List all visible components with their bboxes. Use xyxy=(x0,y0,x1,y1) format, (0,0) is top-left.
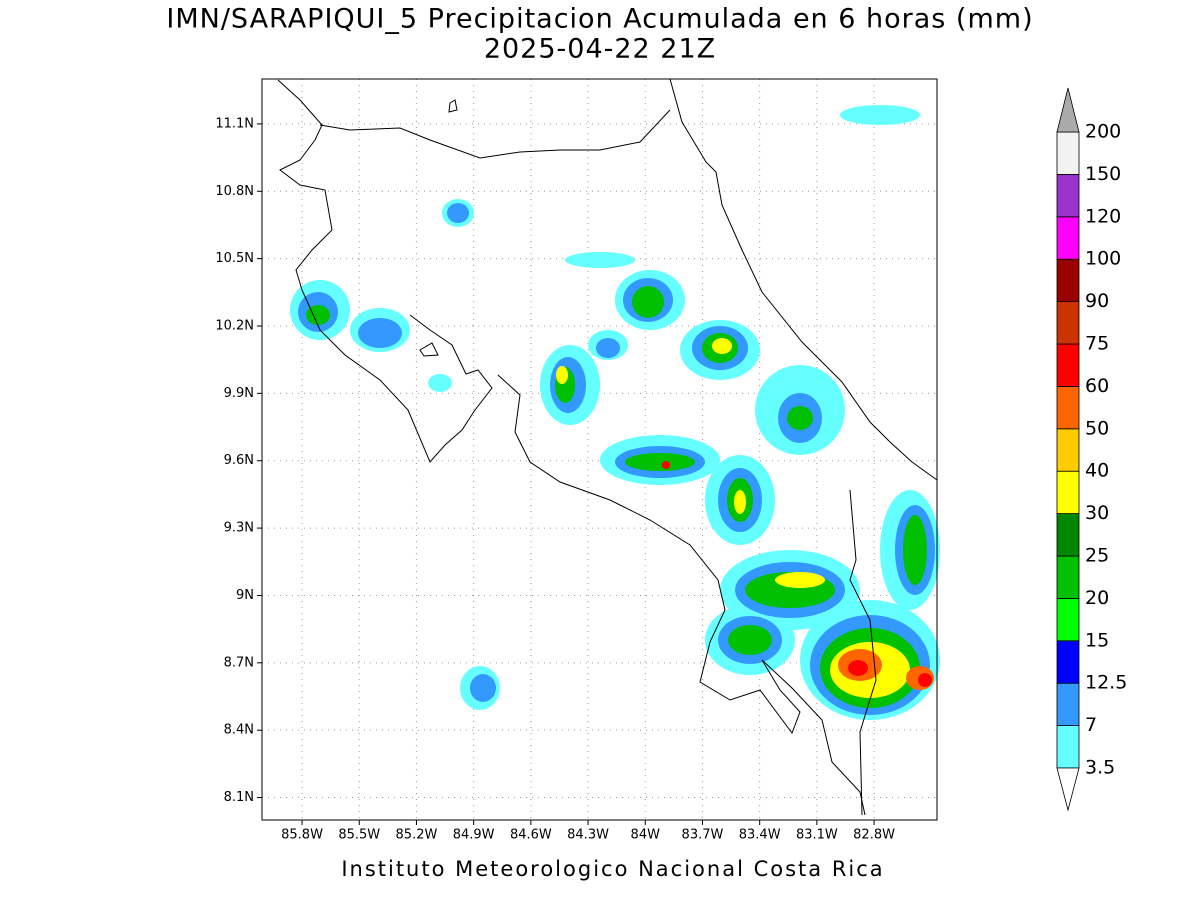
lat-tick-label: 9.3N xyxy=(224,521,254,536)
lon-tick-label: 83.1W xyxy=(796,828,838,843)
lon-tick-label: 84.3W xyxy=(567,828,609,843)
colorbar-label: 120 xyxy=(1085,205,1121,227)
colorbar-label: 3.5 xyxy=(1085,757,1115,779)
lat-tick-label: 10.5N xyxy=(215,251,254,266)
colorbar-label: 7 xyxy=(1085,714,1097,736)
colorbar-label: 200 xyxy=(1085,121,1121,143)
lat-tick-label: 9.6N xyxy=(224,453,254,468)
colorbar-box xyxy=(1056,343,1080,387)
lat-tick-label: 10.2N xyxy=(215,319,254,334)
lat-tick-label: 8.4N xyxy=(224,723,254,738)
credit: Instituto Meteorologico Nacional Costa R… xyxy=(341,857,884,881)
lat-tick-label: 9N xyxy=(236,588,254,603)
colorbar-box xyxy=(1056,513,1080,557)
lon-tick-label: 84.6W xyxy=(510,828,552,843)
lon-tick-label: 82.8W xyxy=(853,828,895,843)
colorbar-box xyxy=(1056,301,1080,345)
lon-tick-label: 85.2W xyxy=(396,828,438,843)
colorbar-label: 150 xyxy=(1085,163,1121,185)
colorbar-box xyxy=(1056,598,1080,642)
lon-tick-label: 85.8W xyxy=(281,828,323,843)
colorbar-label: 60 xyxy=(1085,375,1109,397)
lon-tick-label: 84W xyxy=(631,828,661,843)
lat-tick-label: 8.1N xyxy=(224,790,254,805)
colorbar-under xyxy=(1056,767,1080,812)
lat-tick-label: 9.9N xyxy=(224,386,254,401)
lat-tick-label: 8.7N xyxy=(224,655,254,670)
lat-tick-label: 10.8N xyxy=(215,184,254,199)
colorbar-label: 40 xyxy=(1085,460,1109,482)
colorbar-label: 20 xyxy=(1085,587,1109,609)
colorbar-label: 90 xyxy=(1085,290,1109,312)
colorbar-label: 15 xyxy=(1085,629,1109,651)
coastline xyxy=(277,78,938,816)
colorbar-box xyxy=(1056,555,1080,599)
lon-tick-label: 83.4W xyxy=(739,828,781,843)
colorbar-label: 30 xyxy=(1085,502,1109,524)
colorbar-box xyxy=(1056,216,1080,260)
colorbar-box xyxy=(1056,173,1080,218)
colorbar-box xyxy=(1056,640,1080,684)
colorbar: 3.5 7 12.5 15 20 25 30 40 50 60 75 90 100 120 150 200 xyxy=(1056,87,1127,812)
colorbar-over xyxy=(1056,87,1080,133)
colorbar-label: 100 xyxy=(1085,248,1121,270)
map-frame xyxy=(261,78,938,821)
colorbar-box xyxy=(1056,428,1080,472)
subtitle: 2025-04-22 21Z xyxy=(484,34,716,65)
colorbar-box xyxy=(1056,725,1080,769)
lon-tick-label: 85.5W xyxy=(338,828,380,843)
colorbar-box xyxy=(1056,131,1080,175)
lon-tick-label: 83.7W xyxy=(682,828,724,843)
lon-tick-label: 84.9W xyxy=(453,828,495,843)
colorbar-box xyxy=(1056,385,1080,430)
colorbar-label: 50 xyxy=(1085,417,1109,439)
colorbar-label: 75 xyxy=(1085,333,1109,355)
colorbar-label: 25 xyxy=(1085,545,1109,567)
colorbar-box xyxy=(1056,470,1080,515)
precipitation-field xyxy=(290,105,940,720)
title: IMN/SARAPIQUI_5 Precipitacion Acumulada … xyxy=(166,4,1033,35)
colorbar-box xyxy=(1056,682,1080,727)
lat-tick-label: 11.1N xyxy=(215,116,254,131)
colorbar-box xyxy=(1056,258,1080,303)
colorbar-label: 12.5 xyxy=(1085,672,1127,694)
